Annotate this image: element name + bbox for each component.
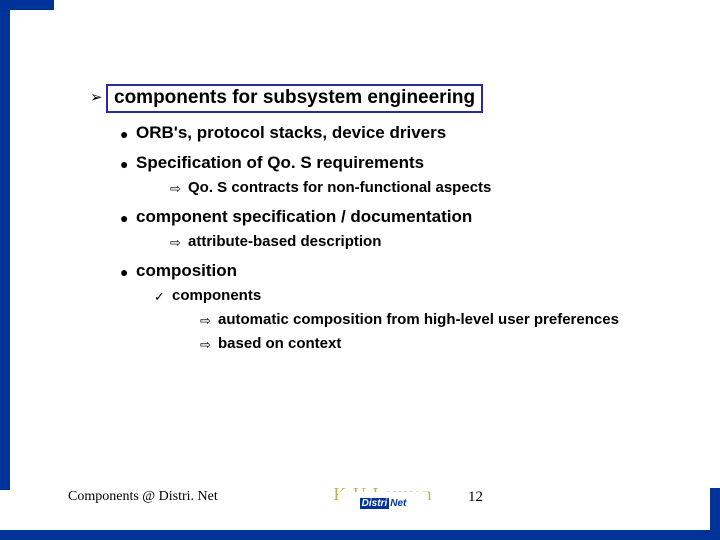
- item-text: Specification of Qo. S requirements: [136, 153, 424, 173]
- item-text: ORB's, protocol stacks, device drivers: [136, 123, 446, 143]
- dot-icon: ●: [120, 153, 136, 173]
- arrow-right-icon: ⇨: [200, 335, 218, 353]
- page-number: 12: [468, 489, 528, 506]
- logo-badge: DistriNet: [338, 492, 428, 514]
- subsubitem-text: components: [172, 287, 261, 305]
- slide: ➢ components for subsystem engineering ●…: [0, 0, 720, 540]
- slide-content: ➢ components for subsystem engineering ●…: [90, 84, 700, 353]
- item-text: composition: [136, 261, 237, 281]
- list-item: ● Specification of Qo. S requirements: [120, 153, 700, 173]
- arrow-right-icon: ⇨: [200, 311, 218, 329]
- list-item: ● ORB's, protocol stacks, device drivers: [120, 123, 700, 143]
- title-box: components for subsystem engineering: [106, 84, 483, 113]
- footer: Components @ Distri. Net K.U.Leuven Dist…: [68, 484, 680, 510]
- border-left: [0, 0, 10, 490]
- logo-left: Distri: [360, 498, 390, 509]
- arrow-icon: ➢: [90, 84, 106, 106]
- footer-left: Components @ Distri. Net: [68, 489, 298, 505]
- arrow-right-icon: ⇨: [170, 179, 188, 197]
- footer-logo: K.U.Leuven DistriNet RESEARCH GROUP: [298, 484, 468, 510]
- list-subitem: ⇨ attribute-based description: [170, 233, 700, 251]
- check-icon: ✓: [154, 287, 172, 305]
- subitem-text: based on context: [218, 335, 341, 353]
- list-subitem: ⇨ automatic composition from high-level …: [200, 311, 700, 329]
- title-row: ➢ components for subsystem engineering: [90, 84, 700, 113]
- subitem-text: Qo. S contracts for non-functional aspec…: [188, 179, 491, 197]
- list-subsubitem: ✓ components: [154, 287, 700, 305]
- dot-icon: ●: [120, 261, 136, 281]
- list-subitem: ⇨ based on context: [200, 335, 700, 353]
- list-item: ● component specification / documentatio…: [120, 207, 700, 227]
- list-subitem: ⇨ Qo. S contracts for non-functional asp…: [170, 179, 700, 197]
- slide-title: components for subsystem engineering: [114, 87, 475, 108]
- logo-right: Net: [390, 498, 406, 509]
- subitem-text: automatic composition from high-level us…: [218, 311, 619, 329]
- border-bottom: [0, 530, 720, 540]
- arrow-right-icon: ⇨: [170, 233, 188, 251]
- subitem-text: attribute-based description: [188, 233, 381, 251]
- dot-icon: ●: [120, 207, 136, 227]
- dot-icon: ●: [120, 123, 136, 143]
- border-right: [710, 488, 720, 540]
- list-item: ● composition: [120, 261, 700, 281]
- item-text: component specification / documentation: [136, 207, 472, 227]
